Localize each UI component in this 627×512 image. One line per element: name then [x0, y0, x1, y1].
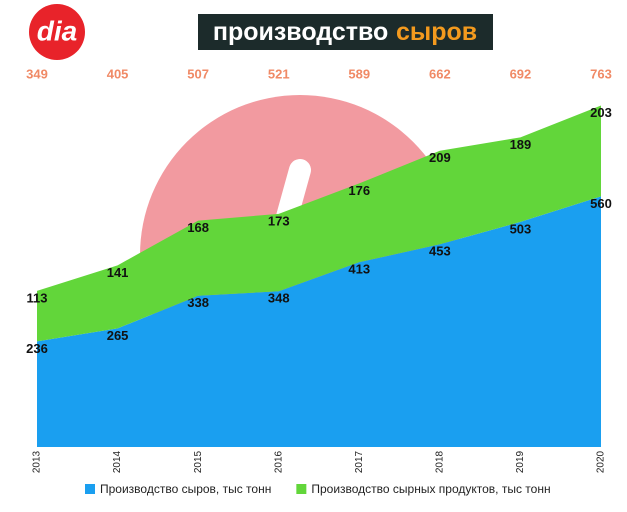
data-label: 236	[26, 341, 48, 356]
data-label: 338	[187, 295, 209, 310]
data-label: 560	[590, 196, 612, 211]
data-label: 168	[187, 220, 209, 235]
total-label: 521	[268, 66, 290, 81]
area	[37, 196, 601, 447]
x-tick-label: 2014	[112, 450, 123, 473]
legend-swatch	[85, 484, 95, 494]
total-label: 662	[429, 66, 451, 81]
legend-label: Производство сыров, тыс тонн	[100, 482, 271, 496]
x-tick-label: 2016	[273, 450, 284, 473]
total-label: 589	[348, 66, 370, 81]
title-highlight: сыров	[396, 18, 477, 46]
title-text: производство	[213, 18, 388, 46]
total-label: 405	[107, 66, 129, 81]
logo: dia	[37, 15, 77, 46]
data-label: 203	[590, 105, 612, 120]
logo-circle	[29, 4, 85, 60]
x-tick-label: 2020	[596, 450, 607, 473]
data-label: 503	[510, 221, 532, 236]
x-tick-label: 2013	[32, 450, 43, 473]
total-label: 507	[187, 66, 209, 81]
title-box	[198, 14, 493, 50]
x-tick-label: 2018	[434, 450, 445, 473]
plot: 236 265 338 348 413 453 503 560 113 141 168 173 176 2…	[26, 66, 612, 496]
data-label: 265	[107, 328, 129, 343]
x-tick-label: 2015	[193, 450, 204, 473]
chart-title: производство сыров	[213, 18, 477, 46]
total-label: 763	[590, 66, 612, 81]
x-tick-label: 2017	[354, 450, 365, 473]
data-label: 413	[348, 262, 370, 277]
data-label: 173	[268, 213, 290, 228]
x-tick-label: 2019	[515, 450, 526, 473]
data-label: 176	[348, 183, 370, 198]
legend-label: Производство сырных продуктов, тыс тонн	[311, 482, 550, 496]
data-label: 348	[268, 291, 290, 306]
data-label: 189	[510, 137, 532, 152]
data-label: 113	[27, 290, 48, 305]
data-label: 453	[429, 244, 451, 259]
total-label: 349	[26, 66, 48, 81]
total-label: 692	[510, 66, 532, 81]
legend-swatch	[296, 484, 307, 494]
data-label: 141	[107, 265, 129, 280]
data-label: 209	[429, 150, 451, 165]
area	[37, 105, 601, 342]
